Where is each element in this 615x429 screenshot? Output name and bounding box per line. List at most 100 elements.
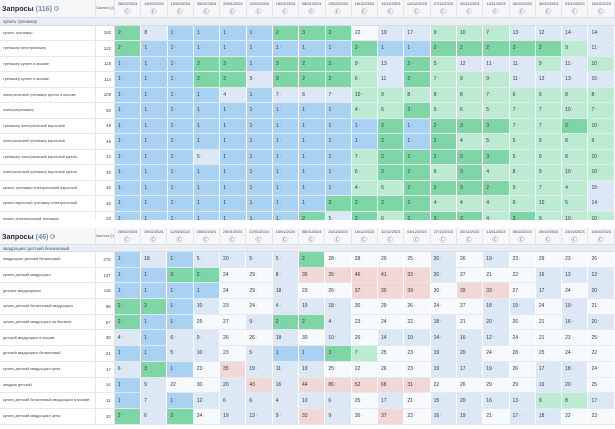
position-cell[interactable]: 8↓ <box>561 133 589 150</box>
date-column-header[interactable]: 30/10/2023 Ⓒ↓ <box>535 0 563 18</box>
position-cell[interactable]: 27 <box>219 314 247 331</box>
keyword-cell[interactable]: тренажер купить в москве <box>0 56 97 72</box>
position-cell[interactable]: 10↑ <box>587 118 615 134</box>
position-cell[interactable]: 1 <box>219 195 247 212</box>
position-cell[interactable]: 12↑ <box>587 267 615 284</box>
position-cell[interactable]: 10↓ <box>193 298 221 315</box>
position-cell[interactable]: 26↑ <box>324 282 352 300</box>
position-cell[interactable]: 1↓ <box>193 40 221 57</box>
queries-header[interactable]: Запросы (116) <box>0 0 97 18</box>
position-cell[interactable]: 14 <box>377 329 405 347</box>
position-cell[interactable]: 1↓ <box>246 40 273 57</box>
table-row[interactable]: купить тренажер электрический взрослый 40… <box>0 180 615 196</box>
position-cell[interactable]: 11↓ <box>509 56 536 72</box>
keyword-cell[interactable]: электрический тренажер взрослый купить <box>0 164 97 181</box>
position-cell[interactable]: 13↓ <box>561 267 589 284</box>
position-cell[interactable]: 1↑ <box>167 56 194 72</box>
keyword-cell[interactable]: электрический тренажер взрослый <box>0 133 97 150</box>
position-cell[interactable]: 1↑ <box>167 25 194 41</box>
position-cell[interactable]: 1↑ <box>272 345 300 362</box>
position-cell[interactable]: 24 <box>377 314 405 331</box>
query-group[interactable]: купить тренажер <box>0 17 615 26</box>
position-cell[interactable]: 27↓ <box>509 282 536 300</box>
position-cell[interactable]: 1↓ <box>246 180 273 196</box>
position-cell[interactable]: 1 <box>298 133 326 150</box>
position-cell[interactable]: 7↓ <box>351 149 379 165</box>
date-column-header[interactable]: 25/12/2023 Ⓒ↓ <box>325 0 352 18</box>
position-cell[interactable]: 27 <box>456 267 484 284</box>
position-cell[interactable]: 7↑ <box>482 87 510 103</box>
position-cell[interactable]: 23↑ <box>587 408 615 425</box>
date-column-header[interactable]: 22/01/2024 Ⓒ↓ <box>245 228 273 245</box>
position-cell[interactable]: 23↓ <box>561 329 589 347</box>
position-cell[interactable]: 17 <box>535 361 563 378</box>
position-cell[interactable]: 29↓ <box>509 377 536 394</box>
position-cell[interactable]: 2↑ <box>430 133 458 150</box>
position-cell[interactable]: 21↑ <box>587 298 615 315</box>
position-cell[interactable]: 1↑ <box>167 133 194 150</box>
position-cell[interactable]: 18↑ <box>482 298 510 315</box>
position-cell[interactable]: 20↑ <box>430 267 457 284</box>
position-cell[interactable]: 1↓ <box>246 87 273 103</box>
position-cell[interactable]: 3↑ <box>166 267 194 284</box>
position-cell[interactable]: 2↓ <box>561 118 589 134</box>
position-cell[interactable]: 19 <box>456 408 484 425</box>
position-cell[interactable]: 1↑ <box>272 118 300 134</box>
position-cell[interactable]: 8↑ <box>430 87 458 103</box>
position-cell[interactable]: 19↓ <box>509 298 536 315</box>
position-cell[interactable]: 3↑ <box>272 56 300 72</box>
date-column-header[interactable]: 25/12/2023 Ⓒ↓ <box>324 228 352 245</box>
keyword-cell[interactable]: купить детский квадроцикл <box>0 267 97 284</box>
position-cell[interactable]: 20 <box>219 377 247 394</box>
position-cell[interactable]: 1 <box>140 56 168 72</box>
position-cell[interactable]: 17↓ <box>509 408 536 425</box>
position-cell[interactable]: 1↑ <box>114 392 142 409</box>
position-cell[interactable]: 23 <box>219 298 247 315</box>
position-cell[interactable]: 3↑ <box>482 149 510 165</box>
position-cell[interactable]: 1↑ <box>114 102 142 119</box>
position-cell[interactable]: 17 <box>535 282 563 300</box>
position-cell[interactable]: 9 <box>456 71 484 88</box>
position-cell[interactable]: 9 <box>535 211 563 220</box>
position-cell[interactable]: 17 <box>377 392 405 409</box>
position-cell[interactable]: 30↑ <box>430 282 457 300</box>
position-cell[interactable]: 1 <box>298 102 326 119</box>
position-cell[interactable]: 29 <box>377 298 405 315</box>
position-cell[interactable]: 7↓ <box>509 118 536 134</box>
position-cell[interactable]: 9↓ <box>509 180 536 196</box>
date-column-header[interactable]: 20/11/2023 Ⓒ↓ <box>456 228 484 245</box>
position-cell[interactable]: 6 <box>219 392 247 409</box>
position-cell[interactable]: 9 <box>535 164 563 181</box>
position-cell[interactable]: 19↓ <box>561 298 589 315</box>
position-cell[interactable]: 1↑ <box>114 211 142 220</box>
position-cell[interactable]: 1 <box>140 133 168 150</box>
position-cell[interactable]: 39↓ <box>403 282 431 300</box>
position-cell[interactable]: 8↑ <box>272 267 300 284</box>
position-cell[interactable]: 1↑ <box>272 195 300 212</box>
position-cell[interactable]: 1 <box>377 40 405 57</box>
position-cell[interactable]: 23↓ <box>351 314 379 331</box>
position-cell[interactable]: 18↑ <box>430 314 457 331</box>
position-cell[interactable]: 1↑ <box>167 118 194 134</box>
position-cell[interactable]: 2 <box>535 40 563 57</box>
position-cell[interactable]: 5↑ <box>272 251 300 268</box>
position-cell[interactable]: 5↓ <box>245 251 273 268</box>
position-cell[interactable]: 2 <box>298 71 326 88</box>
position-cell[interactable]: 16 <box>535 267 563 284</box>
position-cell[interactable]: 21↑ <box>482 267 510 284</box>
table-row[interactable]: купить взрослый тренажер электрический 40… <box>0 195 615 212</box>
position-cell[interactable]: 2↓ <box>351 40 379 57</box>
position-cell[interactable]: 9↑ <box>482 71 510 88</box>
position-cell[interactable]: 13↓ <box>245 408 273 425</box>
position-cell[interactable]: 2↓ <box>403 164 431 181</box>
position-cell[interactable]: 68 <box>377 377 405 394</box>
position-cell[interactable]: 10↑ <box>587 211 615 220</box>
position-cell[interactable]: 2↓ <box>193 56 221 72</box>
position-cell[interactable]: 1↓ <box>193 118 221 134</box>
position-cell[interactable]: 24↑ <box>430 298 457 315</box>
position-cell[interactable]: 7↑ <box>587 102 615 119</box>
position-cell[interactable]: 14↑ <box>587 25 615 41</box>
position-cell[interactable]: 6↓ <box>245 392 273 409</box>
position-cell[interactable]: 1↓ <box>193 25 221 41</box>
keyword-cell[interactable]: детские квадроциклы <box>0 282 97 300</box>
